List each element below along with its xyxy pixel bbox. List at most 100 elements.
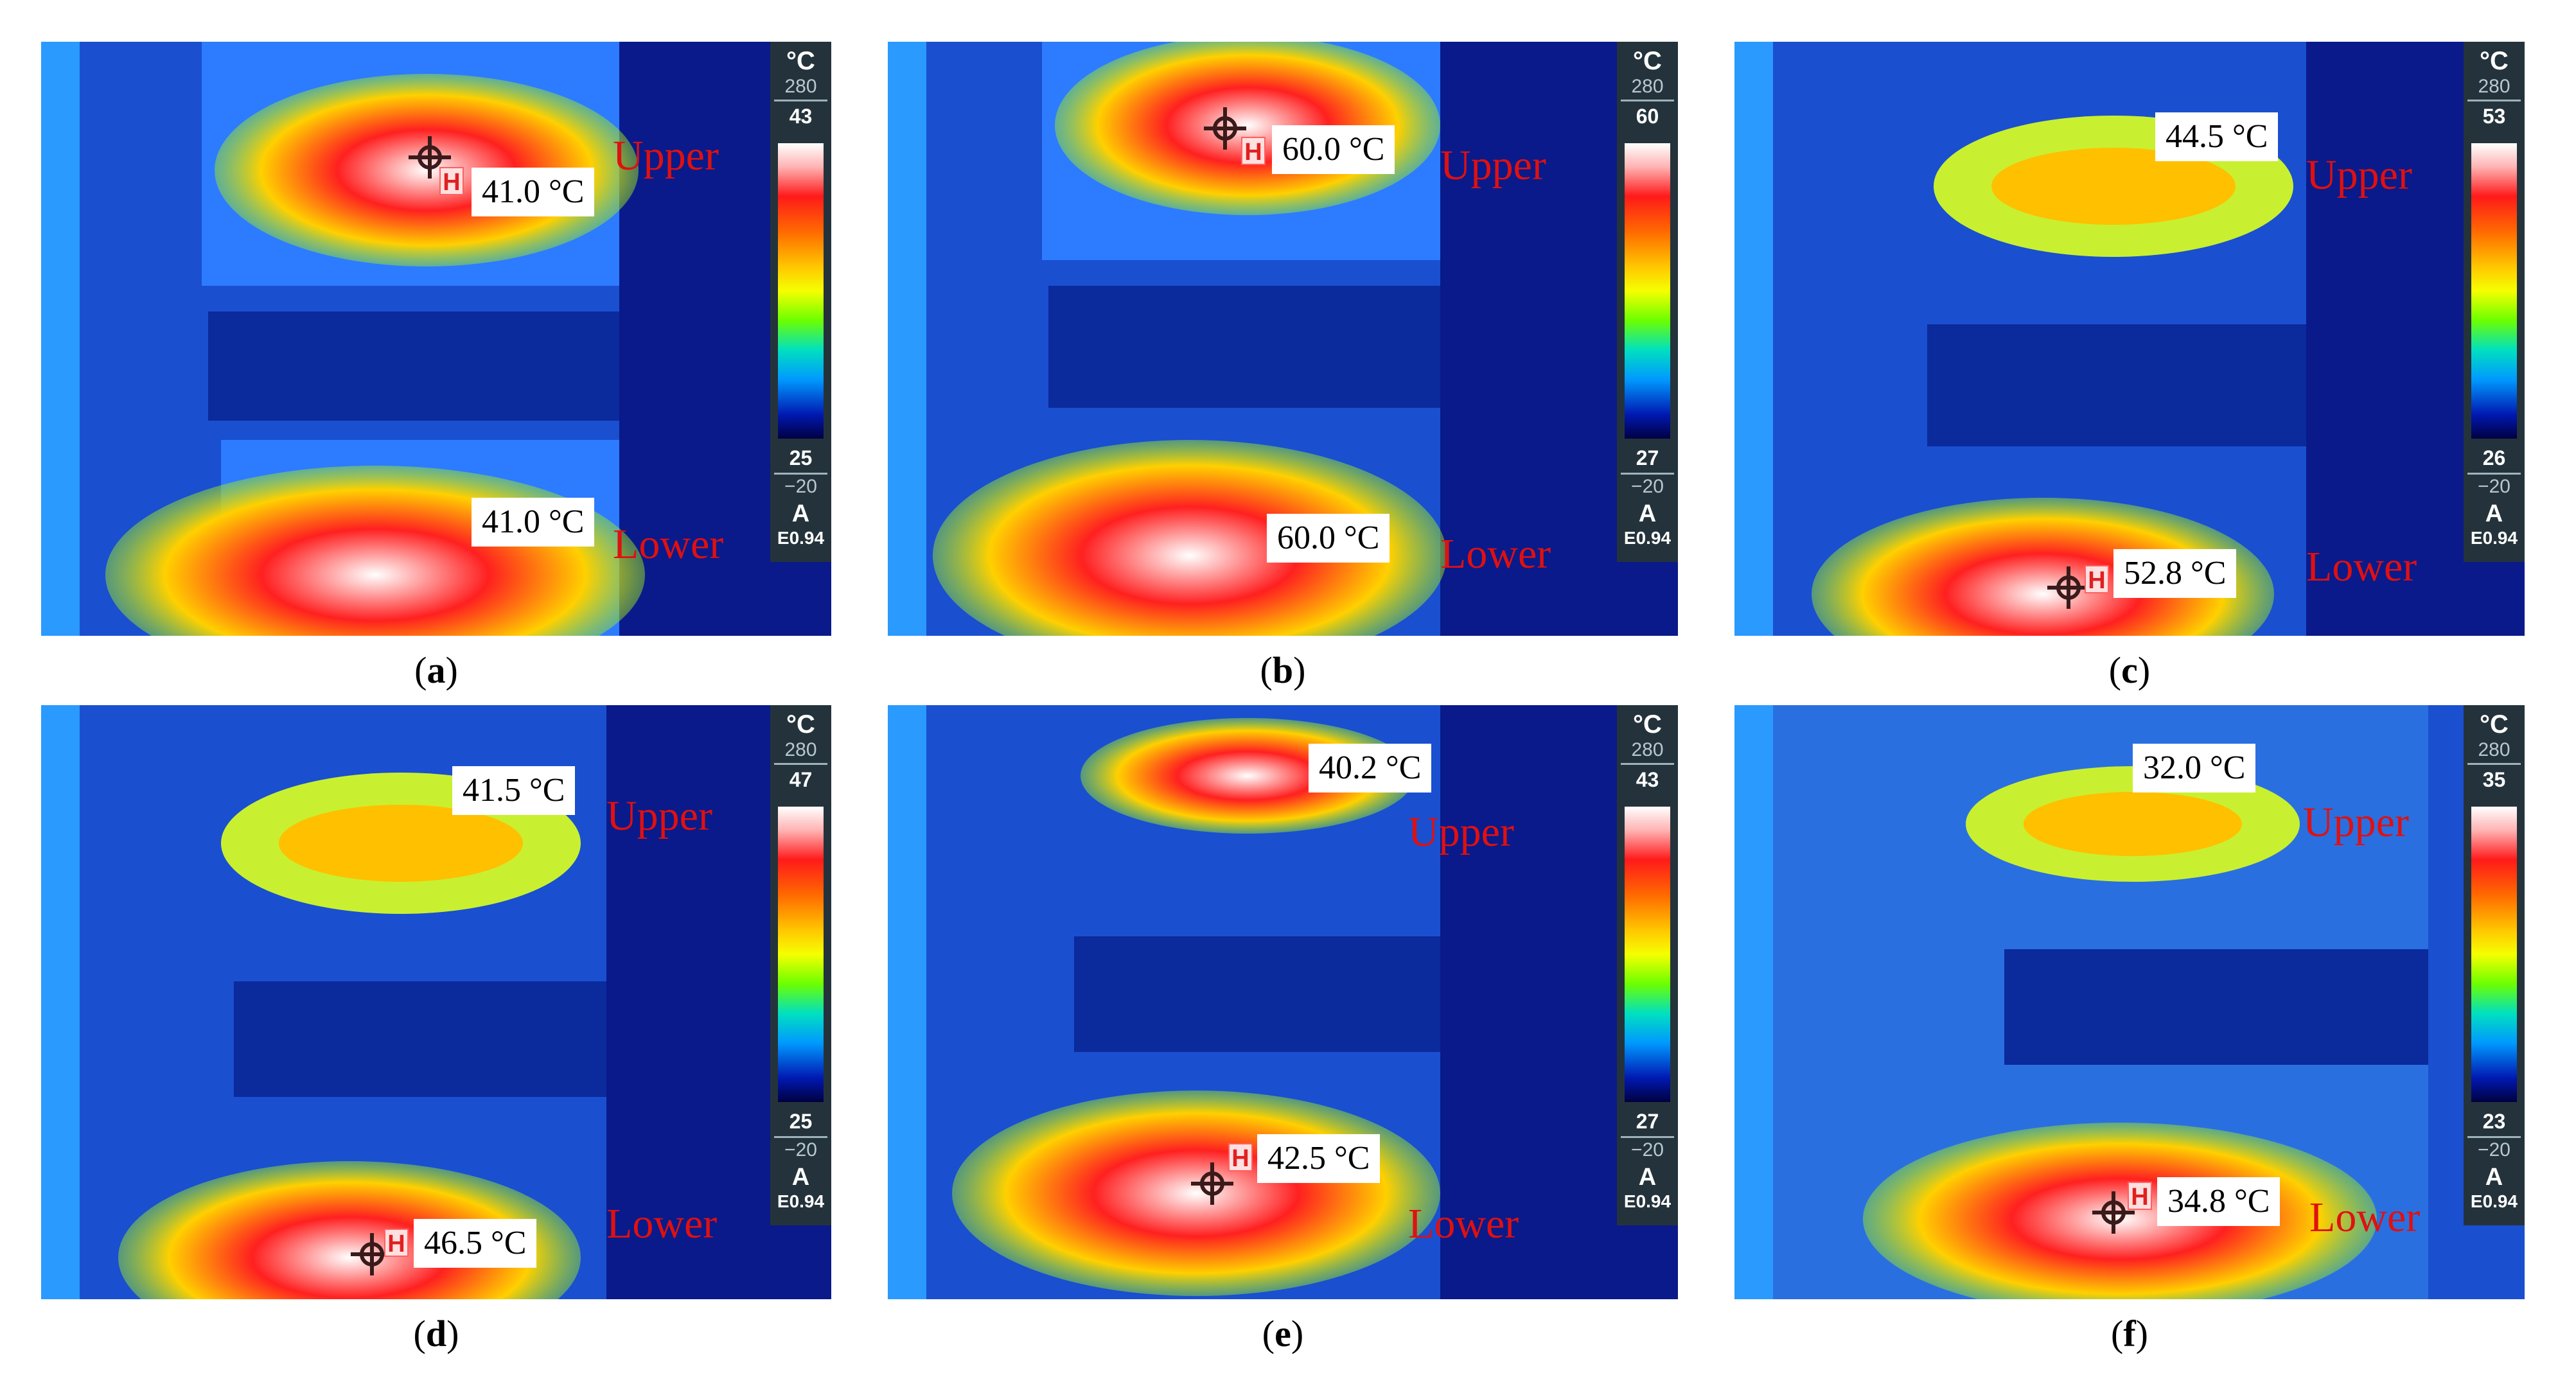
hotspot-h-icon: H <box>384 1229 409 1257</box>
thermal-image <box>1734 42 2525 636</box>
scale-unit: °C <box>786 47 815 75</box>
scale-range-min: −20 <box>774 473 827 498</box>
temperature-scale: °C 280 53 26 −20 A E0.94 <box>2464 42 2525 562</box>
upper-zone-label: Upper <box>1408 809 1514 855</box>
upper-temp-label: 40.2 °C <box>1309 744 1432 793</box>
scale-max: 60 <box>1636 105 1659 128</box>
color-bar <box>778 807 824 1102</box>
upper-temp-label: 32.0 °C <box>2133 744 2256 793</box>
scale-mode: A <box>1638 500 1657 527</box>
crosshair-icon <box>2092 1191 2135 1234</box>
caption-a: (a) <box>414 649 458 691</box>
scale-range-min: −20 <box>1621 1136 1674 1161</box>
crosshair-icon <box>2047 566 2090 609</box>
hotspot-h-icon: H <box>2128 1182 2152 1211</box>
scale-unit: °C <box>1633 47 1662 75</box>
scale-range-max: 280 <box>1621 739 1674 765</box>
caption-e: (e) <box>1262 1313 1304 1354</box>
scale-min: 26 <box>2482 446 2506 469</box>
color-bar <box>1625 807 1670 1102</box>
thermal-panel-b: °C 280 60 27 −20 A E0.94 H 60.0 °C Upper… <box>888 42 1678 636</box>
scale-emissivity: E0.94 <box>777 528 825 548</box>
upper-temp-label: 41.5 °C <box>452 766 576 815</box>
scale-min: 25 <box>789 1110 813 1133</box>
scale-emissivity: E0.94 <box>777 1191 825 1211</box>
scale-max: 43 <box>1636 768 1659 791</box>
scale-mode: A <box>791 500 810 527</box>
upper-temp-label: 41.0 °C <box>472 168 595 216</box>
scale-mode: A <box>791 1164 810 1191</box>
crosshair-icon <box>1204 107 1246 150</box>
scale-emissivity: E0.94 <box>2470 528 2518 548</box>
hotspot-h-icon: H <box>2085 565 2109 594</box>
upper-zone-label: Upper <box>1440 142 1546 189</box>
scale-range-min: −20 <box>1621 473 1674 498</box>
scale-mode: A <box>2485 1164 2503 1191</box>
scale-range-max: 280 <box>1621 76 1674 101</box>
lower-temp-label: 42.5 °C <box>1257 1134 1381 1183</box>
scale-emissivity: E0.94 <box>1623 528 1672 548</box>
scale-range-min: −20 <box>2467 1136 2521 1161</box>
scale-mode: A <box>2485 500 2503 527</box>
lower-zone-label: Lower <box>613 521 724 568</box>
crosshair-icon <box>409 136 451 179</box>
color-bar <box>2471 143 2517 439</box>
color-bar <box>2471 807 2517 1102</box>
caption-f: (f) <box>2111 1313 2148 1354</box>
upper-zone-label: Upper <box>606 793 712 839</box>
temperature-scale: °C 280 43 25 −20 A E0.94 <box>770 42 831 562</box>
lower-zone-label: Lower <box>1440 530 1551 577</box>
scale-unit: °C <box>1633 710 1662 739</box>
color-bar <box>1625 143 1670 439</box>
thermal-panel-e: °C 280 43 27 −20 A E0.94 40.2 °C Upper H… <box>888 705 1678 1299</box>
temperature-scale: °C 280 60 27 −20 A E0.94 <box>1617 42 1678 562</box>
lower-temp-label: 60.0 °C <box>1267 514 1390 563</box>
scale-mode: A <box>1638 1164 1657 1191</box>
scale-range-min: −20 <box>774 1136 827 1161</box>
upper-zone-label: Upper <box>2306 152 2412 198</box>
temperature-scale: °C 280 43 27 −20 A E0.94 <box>1617 705 1678 1225</box>
temperature-scale: °C 280 47 25 −20 A E0.94 <box>770 705 831 1225</box>
scale-emissivity: E0.94 <box>1623 1191 1672 1211</box>
scale-emissivity: E0.94 <box>2470 1191 2518 1211</box>
scale-min: 27 <box>1636 1110 1659 1133</box>
thermal-image <box>888 705 1678 1299</box>
scale-max: 35 <box>2482 768 2506 791</box>
caption-c: (c) <box>2108 649 2151 691</box>
upper-zone-label: Upper <box>2303 799 2409 846</box>
crosshair-icon <box>1191 1162 1233 1205</box>
scale-unit: °C <box>2480 710 2509 739</box>
color-bar <box>778 143 824 439</box>
lower-zone-label: Lower <box>2306 543 2417 590</box>
scale-min: 27 <box>1636 446 1659 469</box>
upper-zone-label: Upper <box>613 132 719 179</box>
upper-temp-label: 44.5 °C <box>2155 112 2279 161</box>
hotspot-h-icon: H <box>1228 1143 1253 1172</box>
scale-min: 25 <box>789 446 813 469</box>
lower-zone-label: Lower <box>606 1200 718 1247</box>
scale-range-max: 280 <box>774 739 827 765</box>
scale-max: 53 <box>2482 105 2506 128</box>
upper-temp-label: 60.0 °C <box>1272 125 1395 174</box>
scale-range-min: −20 <box>2467 473 2521 498</box>
thermal-panel-f: °C 280 35 23 −20 A E0.94 32.0 °C Upper H… <box>1734 705 2525 1299</box>
lower-temp-label: 41.0 °C <box>472 498 595 547</box>
scale-range-max: 280 <box>774 76 827 101</box>
thermal-panel-a: °C 280 43 25 −20 A E0.94 H 41.0 °C Upper… <box>41 42 831 636</box>
lower-temp-label: 46.5 °C <box>414 1219 537 1268</box>
lower-temp-label: 52.8 °C <box>2113 549 2237 598</box>
thermal-panel-c: °C 280 53 26 −20 A E0.94 44.5 °C Upper H… <box>1734 42 2525 636</box>
lower-zone-label: Lower <box>1408 1200 1519 1247</box>
lower-zone-label: Lower <box>2309 1194 2421 1241</box>
scale-max: 43 <box>789 105 813 128</box>
caption-b: (b) <box>1260 649 1306 691</box>
lower-temp-label: 34.8 °C <box>2157 1177 2280 1226</box>
scale-range-max: 280 <box>2467 76 2521 101</box>
scale-unit: °C <box>2480 47 2509 75</box>
scale-unit: °C <box>786 710 815 739</box>
thermal-panel-d: °C 280 47 25 −20 A E0.94 41.5 °C Upper H… <box>41 705 831 1299</box>
hotspot-h-icon: H <box>439 167 464 196</box>
hotspot-h-icon: H <box>1241 137 1266 166</box>
temperature-scale: °C 280 35 23 −20 A E0.94 <box>2464 705 2525 1225</box>
scale-range-max: 280 <box>2467 739 2521 765</box>
